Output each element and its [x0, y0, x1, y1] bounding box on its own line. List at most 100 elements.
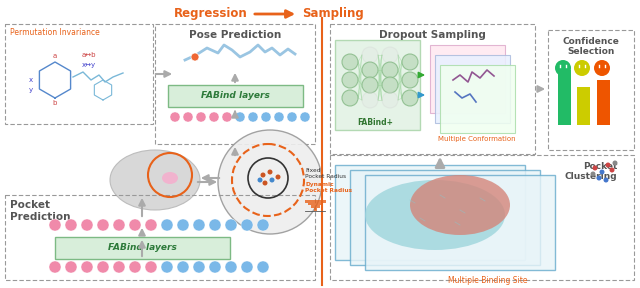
Bar	[330, 24, 535, 154]
Circle shape	[177, 261, 189, 273]
Circle shape	[609, 168, 614, 173]
Circle shape	[382, 47, 398, 63]
Bar	[5, 24, 153, 124]
Circle shape	[183, 112, 193, 122]
Bar	[350, 170, 540, 265]
Text: a↔b: a↔b	[82, 52, 97, 58]
Text: y: y	[29, 87, 33, 93]
Circle shape	[260, 173, 266, 177]
Circle shape	[342, 54, 358, 70]
Text: Dropout Sampling: Dropout Sampling	[379, 30, 485, 40]
Circle shape	[170, 112, 180, 122]
Circle shape	[81, 219, 93, 231]
Circle shape	[113, 219, 125, 231]
Circle shape	[342, 90, 358, 106]
Circle shape	[362, 47, 378, 63]
Circle shape	[382, 92, 398, 108]
Circle shape	[261, 112, 271, 122]
Circle shape	[262, 181, 268, 185]
Text: Regression: Regression	[174, 7, 248, 20]
Circle shape	[193, 219, 205, 231]
Circle shape	[269, 177, 275, 183]
Bar	[430, 45, 505, 113]
Circle shape	[209, 261, 221, 273]
Circle shape	[555, 60, 571, 76]
Circle shape	[49, 219, 61, 231]
Circle shape	[574, 60, 590, 76]
Circle shape	[268, 170, 273, 175]
Circle shape	[241, 261, 253, 273]
Bar	[548, 30, 634, 150]
Ellipse shape	[410, 175, 510, 235]
Circle shape	[362, 62, 378, 78]
Circle shape	[402, 72, 418, 88]
Circle shape	[49, 261, 61, 273]
Circle shape	[129, 219, 141, 231]
Circle shape	[65, 219, 77, 231]
Circle shape	[222, 112, 232, 122]
Circle shape	[145, 261, 157, 273]
Text: b: b	[53, 100, 57, 106]
Circle shape	[225, 219, 237, 231]
Text: Confidence
Selection: Confidence Selection	[563, 37, 620, 56]
Bar	[440, 65, 515, 133]
Circle shape	[402, 90, 418, 106]
Bar	[335, 165, 525, 260]
Circle shape	[235, 112, 245, 122]
Circle shape	[196, 112, 206, 122]
Bar	[597, 80, 610, 125]
Bar	[305, 200, 307, 203]
Circle shape	[402, 54, 418, 70]
Text: Multiple Binding Site: Multiple Binding Site	[448, 276, 528, 285]
Circle shape	[600, 170, 605, 175]
Bar	[155, 24, 315, 144]
Bar	[320, 200, 323, 205]
Circle shape	[145, 219, 157, 231]
Circle shape	[241, 219, 253, 231]
Text: x↔y: x↔y	[82, 62, 96, 68]
Circle shape	[191, 53, 199, 61]
Circle shape	[612, 160, 618, 166]
Circle shape	[97, 261, 109, 273]
Bar	[323, 200, 326, 203]
Bar	[314, 200, 317, 211]
Text: Pocket
Prediction: Pocket Prediction	[10, 200, 70, 221]
Circle shape	[604, 177, 609, 183]
Bar	[435, 55, 510, 123]
Bar	[558, 70, 571, 125]
Bar	[365, 175, 555, 270]
Circle shape	[161, 261, 173, 273]
Text: Pose Prediction: Pose Prediction	[189, 30, 281, 40]
Circle shape	[257, 219, 269, 231]
Text: Multiple Conformation: Multiple Conformation	[438, 136, 516, 142]
Circle shape	[591, 171, 595, 177]
Circle shape	[257, 177, 262, 183]
Circle shape	[605, 162, 611, 168]
Bar	[55, 237, 230, 259]
Ellipse shape	[110, 150, 200, 210]
Circle shape	[382, 62, 398, 78]
Circle shape	[594, 60, 610, 76]
Text: Fixed
Pocket Radius: Fixed Pocket Radius	[305, 168, 346, 179]
Bar	[311, 200, 314, 208]
Circle shape	[274, 112, 284, 122]
Bar	[335, 40, 420, 130]
Circle shape	[225, 261, 237, 273]
Text: a: a	[53, 53, 57, 59]
Bar	[168, 85, 303, 107]
Text: FABind+: FABind+	[357, 118, 393, 127]
Circle shape	[287, 112, 297, 122]
Bar	[330, 155, 634, 280]
Circle shape	[193, 261, 205, 273]
Circle shape	[300, 112, 310, 122]
Bar	[317, 200, 319, 208]
Circle shape	[129, 261, 141, 273]
Circle shape	[81, 261, 93, 273]
Circle shape	[362, 77, 378, 93]
Text: FABind layers: FABind layers	[108, 243, 177, 253]
Bar	[5, 195, 315, 280]
Bar	[308, 200, 310, 205]
Circle shape	[113, 261, 125, 273]
Circle shape	[209, 219, 221, 231]
Circle shape	[382, 77, 398, 93]
